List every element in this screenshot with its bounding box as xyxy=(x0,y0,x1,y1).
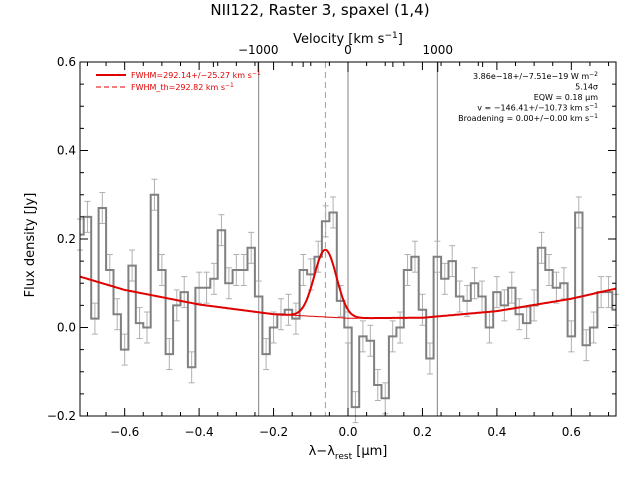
fit-annotation-text: Broadening = 0.00+/−0.00 km s xyxy=(458,114,589,123)
y-tick-label: 0.4 xyxy=(57,144,76,158)
velocity-tick-label: −1000 xyxy=(238,43,279,57)
fit-annotation-1: 5.14σ xyxy=(575,83,598,92)
top-axis-title: Velocity [km s−1] xyxy=(293,31,403,47)
legend-label-fwhm-th-sup: −1 xyxy=(225,82,234,89)
fit-annotation-sup: −1 xyxy=(589,113,598,120)
fit-curve xyxy=(79,248,617,320)
x-axis-title-main: λ−λ xyxy=(309,444,336,459)
x-tick-label: 0.2 xyxy=(413,425,432,439)
x-tick-label: 0.0 xyxy=(338,425,357,439)
fit-annotation-0: 3.86e−18+/−7.51e−19 W m−2 xyxy=(473,71,598,81)
legend-label-fwhm: FWHM=292.14+/−25.27 km s−1 xyxy=(131,70,261,80)
y-tick-label: 0.2 xyxy=(57,232,76,246)
legend: FWHM=292.14+/−25.27 km s−1 FWHM_th=292.8… xyxy=(96,70,261,92)
y-tick-label: 0.0 xyxy=(57,321,76,335)
y-axis-title: Flux density [Jy] xyxy=(23,193,38,298)
top-axis-title-main: Velocity [km s xyxy=(293,32,385,47)
fit-annotation-sup: −1 xyxy=(589,103,598,110)
fit-annotation-text: v = −146.41+/−10.73 km s xyxy=(477,104,589,113)
fit-annotation-4: Broadening = 0.00+/−0.00 km s−1 xyxy=(458,113,598,123)
fit-annotation-2: EQW = 0.18 μm xyxy=(534,93,598,102)
x-tick-label: −0.2 xyxy=(259,425,288,439)
velocity-tick-label: 1000 xyxy=(422,43,453,57)
legend-label-fwhm-main: FWHM=292.14+/−25.27 km s xyxy=(131,71,252,80)
fit-annotation-3: v = −146.41+/−10.73 km s−1 xyxy=(477,103,598,113)
fit-annotation-text: EQW = 0.18 μm xyxy=(534,93,598,102)
chart-title: NII122, Raster 3, spaxel (1,4) xyxy=(210,1,429,19)
y-tick-label: −0.2 xyxy=(47,409,76,423)
legend-label-fwhm-sup: −1 xyxy=(252,70,261,77)
x-axis-title-unit: [μm] xyxy=(352,444,387,459)
fit-annotation-sup: −2 xyxy=(589,71,598,78)
top-axis-title-sup: −1 xyxy=(384,31,397,41)
x-tick-label: −0.6 xyxy=(110,425,139,439)
legend-label-fwhm-th: FWHM_th=292.82 km s−1 xyxy=(131,82,234,92)
fit-annotation-text: 3.86e−18+/−7.51e−19 W m xyxy=(473,72,589,81)
x-axis-title: λ−λrest [μm] xyxy=(309,444,388,462)
x-tick-label: −0.4 xyxy=(185,425,214,439)
x-tick-label: 0.4 xyxy=(487,425,506,439)
spectrum-histogram xyxy=(80,193,616,409)
velocity-tick-label: 0 xyxy=(344,43,352,57)
x-axis-title-sub: rest xyxy=(335,452,353,462)
y-tick-label: 0.6 xyxy=(57,55,76,69)
x-tick-label: 0.6 xyxy=(562,425,581,439)
fit-annotation-text: 5.14σ xyxy=(575,83,598,92)
legend-label-fwhm-th-main: FWHM_th=292.82 km s xyxy=(131,83,225,92)
top-axis-title-end: ] xyxy=(398,32,403,47)
